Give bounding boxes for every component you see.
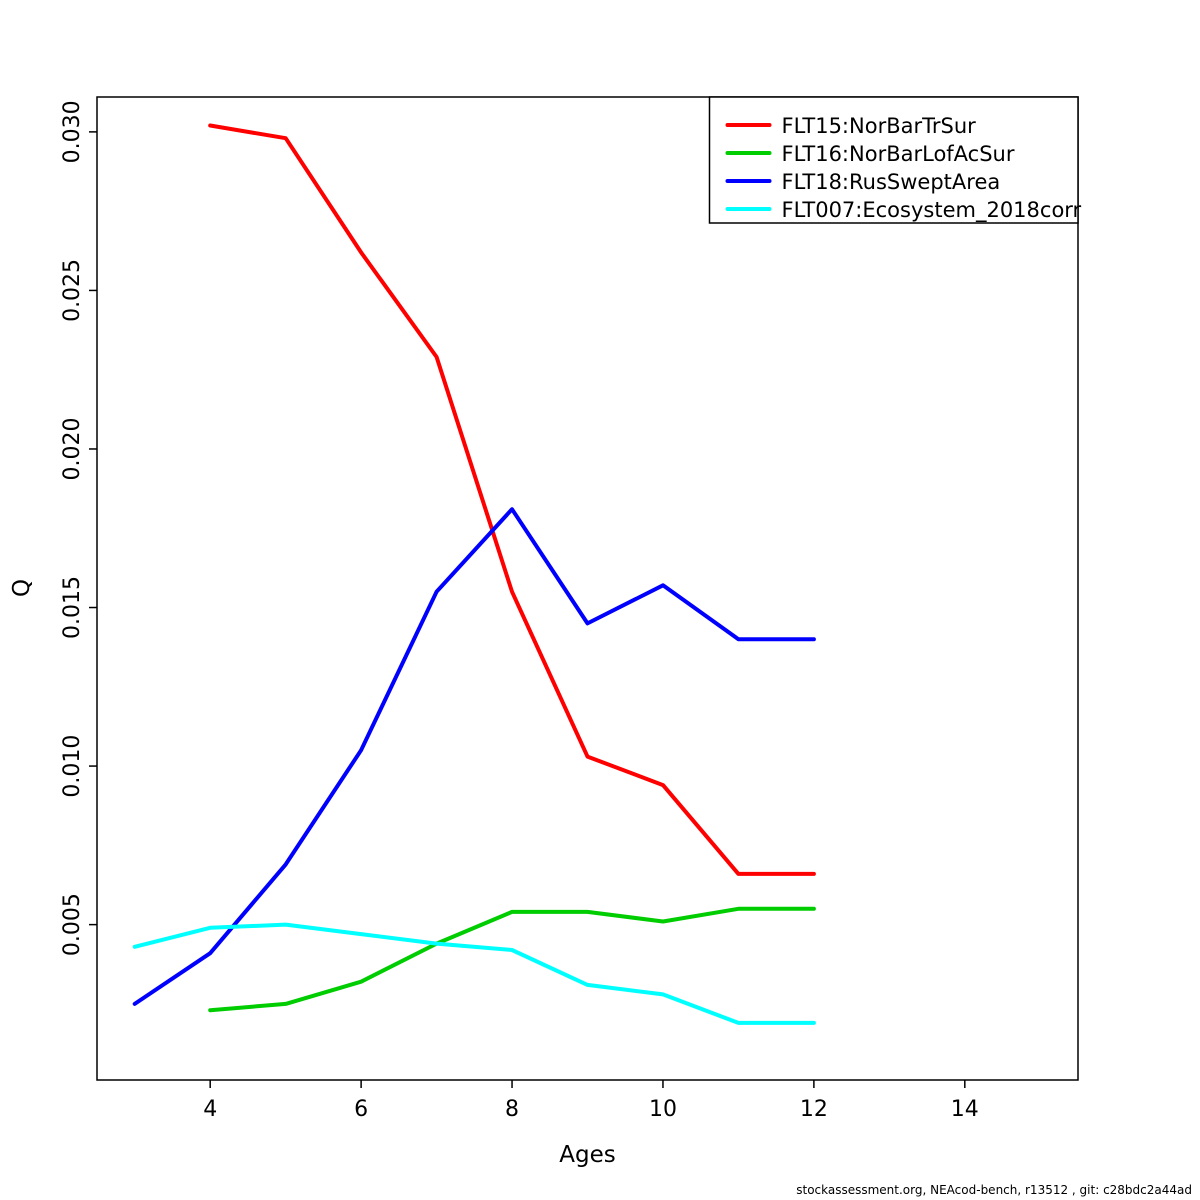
legend-label: FLT15:NorBarTrSur [782,114,977,138]
x-tick-label: 8 [505,1097,519,1122]
legend-label: FLT007:Ecosystem_2018corr [782,198,1082,223]
y-tick-label: 0.020 [60,417,85,480]
y-tick-label: 0.030 [60,100,85,163]
y-tick-label: 0.005 [60,893,85,956]
legend-label: FLT16:NorBarLofAcSur [782,142,1015,166]
series-line-flt15 [208,123,816,876]
x-tick-label: 12 [800,1097,828,1122]
x-tick-label: 10 [649,1097,677,1122]
y-tick-label: 0.025 [60,259,85,322]
footer-citation: stockassessment.org, NEAcod-bench, r1351… [796,1183,1192,1197]
y-tick-label: 0.015 [60,576,85,639]
x-tick-label: 6 [354,1097,368,1122]
series-line-flt16 [208,906,816,1013]
series-line-flt18 [132,507,816,1006]
x-tick-label: 14 [951,1097,979,1122]
x-tick-label: 4 [203,1097,217,1122]
legend-box [708,96,1079,224]
plot-box [96,96,1079,1081]
series-line-flt007 [132,922,816,1025]
x-axis-title: Ages [559,1142,616,1168]
y-axis-title: Q [9,578,35,598]
y-tick-label: 0.010 [60,735,85,798]
legend-label: FLT18:RusSweptArea [782,170,1001,194]
